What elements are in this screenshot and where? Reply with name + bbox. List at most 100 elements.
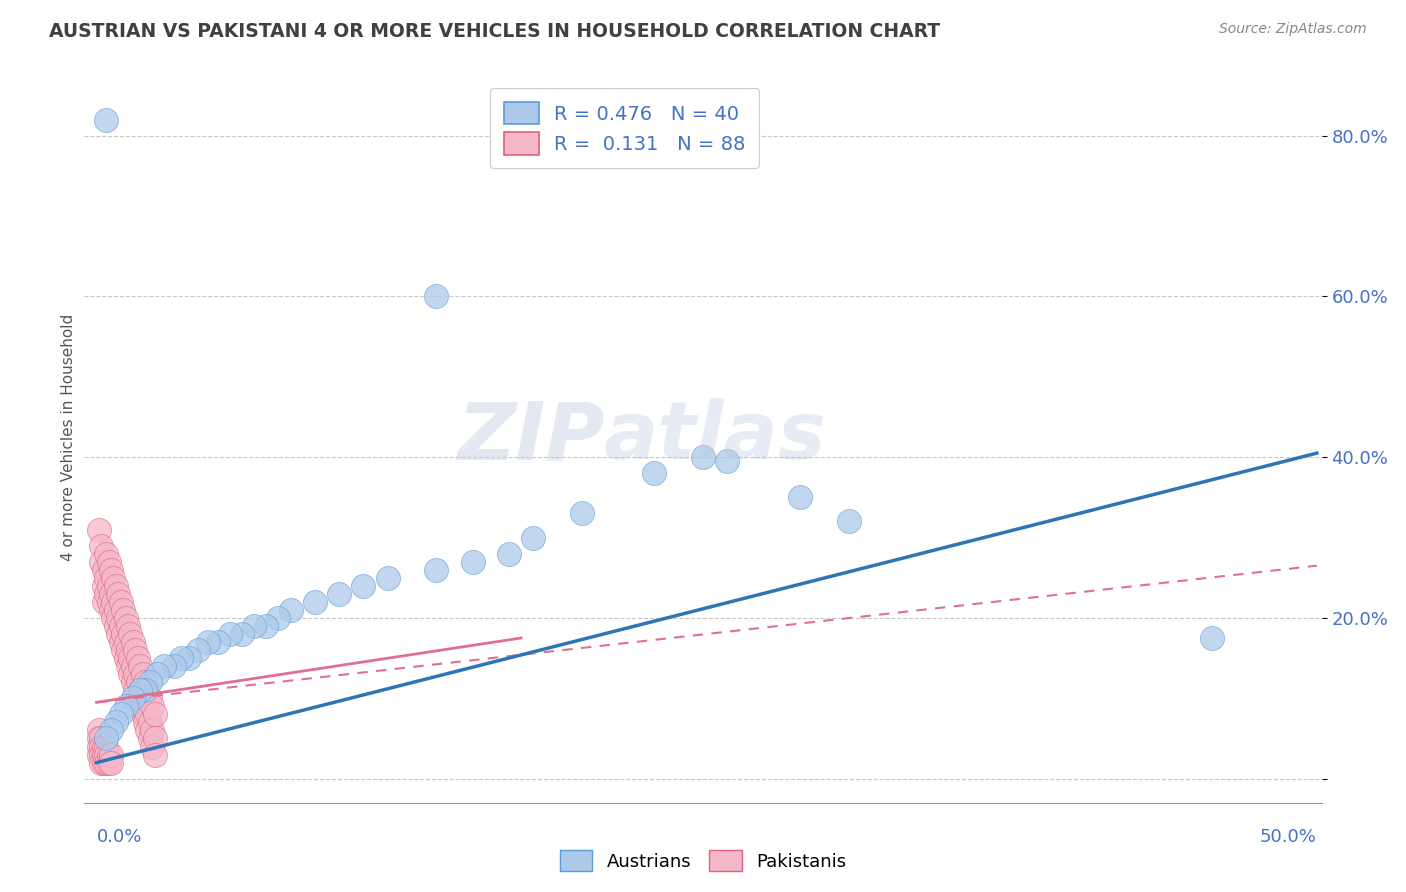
Point [103,571,125,585]
Point [90,739,112,754]
Point [100,587,122,601]
Point [96,756,118,770]
Text: 0.0%: 0.0% [97,829,142,847]
Point [104,603,127,617]
Point [124,683,146,698]
Point [136,707,159,722]
Point [141,723,163,738]
Point [120,627,142,641]
Point [110,707,132,722]
Text: atlas: atlas [605,398,827,476]
Text: 50.0%: 50.0% [1260,829,1317,847]
Point [134,683,156,698]
Point [425,563,447,577]
Text: ZIP: ZIP [457,398,605,476]
Point [103,611,125,625]
Point [643,467,665,481]
Point [107,587,129,601]
Point [207,635,229,649]
Point [571,507,593,521]
Point [90,756,112,770]
Point [219,627,242,641]
Point [107,627,129,641]
Point [96,739,118,754]
Point [129,683,152,698]
Point [328,587,350,601]
Point [97,747,120,762]
Point [129,699,152,714]
Point [114,635,136,649]
Point [120,667,142,681]
Point [141,699,163,714]
Point [461,555,484,569]
Point [197,635,219,649]
Point [90,555,112,569]
Point [127,691,149,706]
Point [146,667,169,681]
Point [87,747,110,762]
Point [141,739,163,754]
Point [122,691,145,706]
Point [139,731,162,746]
Point [136,683,159,698]
Point [100,563,122,577]
Point [838,515,860,529]
Point [96,747,118,762]
Point [87,739,110,754]
Point [96,547,118,561]
Point [110,619,132,633]
Point [267,611,290,625]
Point [254,619,277,633]
Point [127,651,149,665]
Point [789,491,811,505]
Point [153,659,176,673]
Point [87,523,110,537]
Point [716,454,738,468]
Point [131,667,153,681]
Point [143,731,166,746]
Point [112,627,135,641]
Point [122,635,145,649]
Legend: Austrians, Pakistanis: Austrians, Pakistanis [553,843,853,879]
Text: AUSTRIAN VS PAKISTANI 4 OR MORE VEHICLES IN HOUSEHOLD CORRELATION CHART: AUSTRIAN VS PAKISTANI 4 OR MORE VEHICLES… [49,22,941,41]
Point [93,579,115,593]
Point [100,603,122,617]
Point [93,756,115,770]
Point [96,571,118,585]
Point [107,611,129,625]
Point [187,643,209,657]
Point [117,659,139,673]
Point [1201,631,1223,645]
Point [97,595,120,609]
Point [136,723,159,738]
Point [97,555,120,569]
Point [90,747,112,762]
Point [100,747,122,762]
Point [134,675,156,690]
Point [120,651,142,665]
Legend: R = 0.476   N = 40, R =  0.131   N = 88: R = 0.476 N = 40, R = 0.131 N = 88 [491,88,759,169]
Point [110,635,132,649]
Point [93,595,115,609]
Point [96,112,118,127]
Point [692,450,714,465]
Point [134,715,156,730]
Point [100,723,122,738]
Point [114,651,136,665]
Point [377,571,399,585]
Point [243,619,266,633]
Point [96,587,118,601]
Point [97,756,120,770]
Point [104,715,127,730]
Point [425,289,447,303]
Point [522,531,544,545]
Point [129,683,152,698]
Point [122,675,145,690]
Point [131,691,153,706]
Point [143,707,166,722]
Point [177,651,200,665]
Point [139,715,162,730]
Point [127,675,149,690]
Point [498,547,520,561]
Point [280,603,302,617]
